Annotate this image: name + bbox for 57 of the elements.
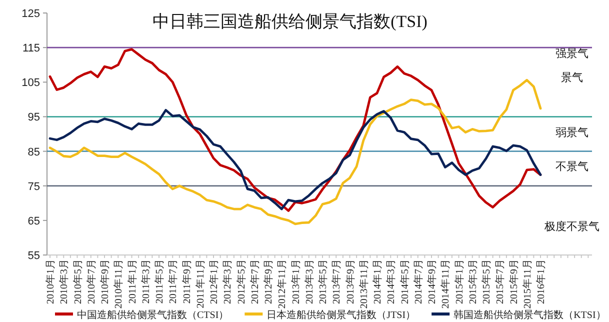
x-tick-label: 2013年11月 (358, 259, 370, 309)
x-tick-label: 2015年5月 (480, 259, 492, 304)
x-tick-label: 2010年5月 (72, 259, 84, 304)
legend-label: 中国造船供给侧景气指数（CTSI） (77, 309, 229, 321)
annotation: 景气 (561, 72, 583, 84)
x-tick-label: 2010年7月 (85, 259, 98, 304)
x-tick-label: 2010年3月 (58, 259, 70, 304)
x-tick-label: 2011年5月 (154, 259, 166, 304)
y-tick-label: 65 (28, 215, 40, 228)
x-tick-label: 2010年11月 (112, 259, 125, 309)
chart-title: 中日韩三国造船供给侧景气指数(TSI) (152, 12, 428, 31)
x-tick-label: 2013年5月 (317, 259, 329, 304)
y-tick-label: 125 (22, 8, 40, 20)
y-tick-label: 75 (28, 180, 40, 193)
x-tick-label: 2012年5月 (235, 259, 248, 304)
y-tick-label: 85 (28, 146, 40, 158)
x-tick-label: 2015年11月 (521, 259, 534, 309)
x-tick-label: 2014年3月 (385, 259, 398, 304)
x-tick-label: 2012年3月 (222, 259, 234, 304)
x-tick-label: 2011年9月 (180, 259, 193, 304)
x-tick-label: 2013年1月 (290, 259, 302, 304)
x-tick-label: 2015年3月 (466, 259, 479, 304)
x-tick-label: 2013年9月 (344, 259, 356, 304)
x-tick-label: 2012年9月 (262, 259, 274, 304)
x-tick-label: 2011年3月 (140, 259, 152, 304)
x-tick-label: 2015年7月 (494, 259, 506, 304)
line-series (48, 48, 542, 212)
x-tick-label: 2015年1月 (453, 259, 466, 304)
y-tick-label: 105 (22, 77, 40, 90)
x-tick-label: 2012年7月 (248, 259, 261, 304)
y-tick-label: 95 (28, 112, 40, 124)
legend-label: 日本造船供给侧景气指数（JTSI） (266, 309, 416, 321)
x-tick-label: 2011年7月 (167, 259, 180, 304)
y-tick-label: 55 (28, 250, 40, 262)
x-tick-label: 2010年1月 (44, 259, 56, 304)
x-tick-label: 2011年11月 (194, 259, 206, 308)
x-tick-label: 2013年3月 (303, 259, 316, 304)
x-tick-label: 2010年9月 (99, 259, 111, 304)
line-series (48, 108, 542, 210)
x-tick-label: 2016年1月 (535, 259, 547, 304)
x-tick-label: 2014年11月 (440, 259, 452, 309)
x-tick-label: 2014年9月 (426, 259, 438, 304)
x-tick-label: 2013年7月 (330, 259, 343, 304)
x-tick-label: 2012年11月 (276, 259, 288, 309)
annotation: 不景气 (556, 161, 588, 173)
y-tick-label: 115 (22, 42, 40, 55)
x-tick-label: 2015年9月 (508, 259, 520, 304)
annotation: 极度不景气 (544, 220, 600, 233)
x-tick-label: 2014年5月 (398, 259, 411, 304)
annotation: 强景气 (556, 48, 588, 60)
x-tick-label: 2014年7月 (412, 259, 424, 304)
x-tick-label: 2012年1月 (208, 259, 220, 304)
legend-label: 韩国造船供给侧景气指数（KTSI） (454, 309, 606, 321)
x-tick-label: 2011年1月 (126, 259, 138, 304)
line-series (48, 78, 542, 226)
x-tick-label: 2014年1月 (372, 259, 384, 304)
annotation: 弱景气 (556, 127, 588, 139)
